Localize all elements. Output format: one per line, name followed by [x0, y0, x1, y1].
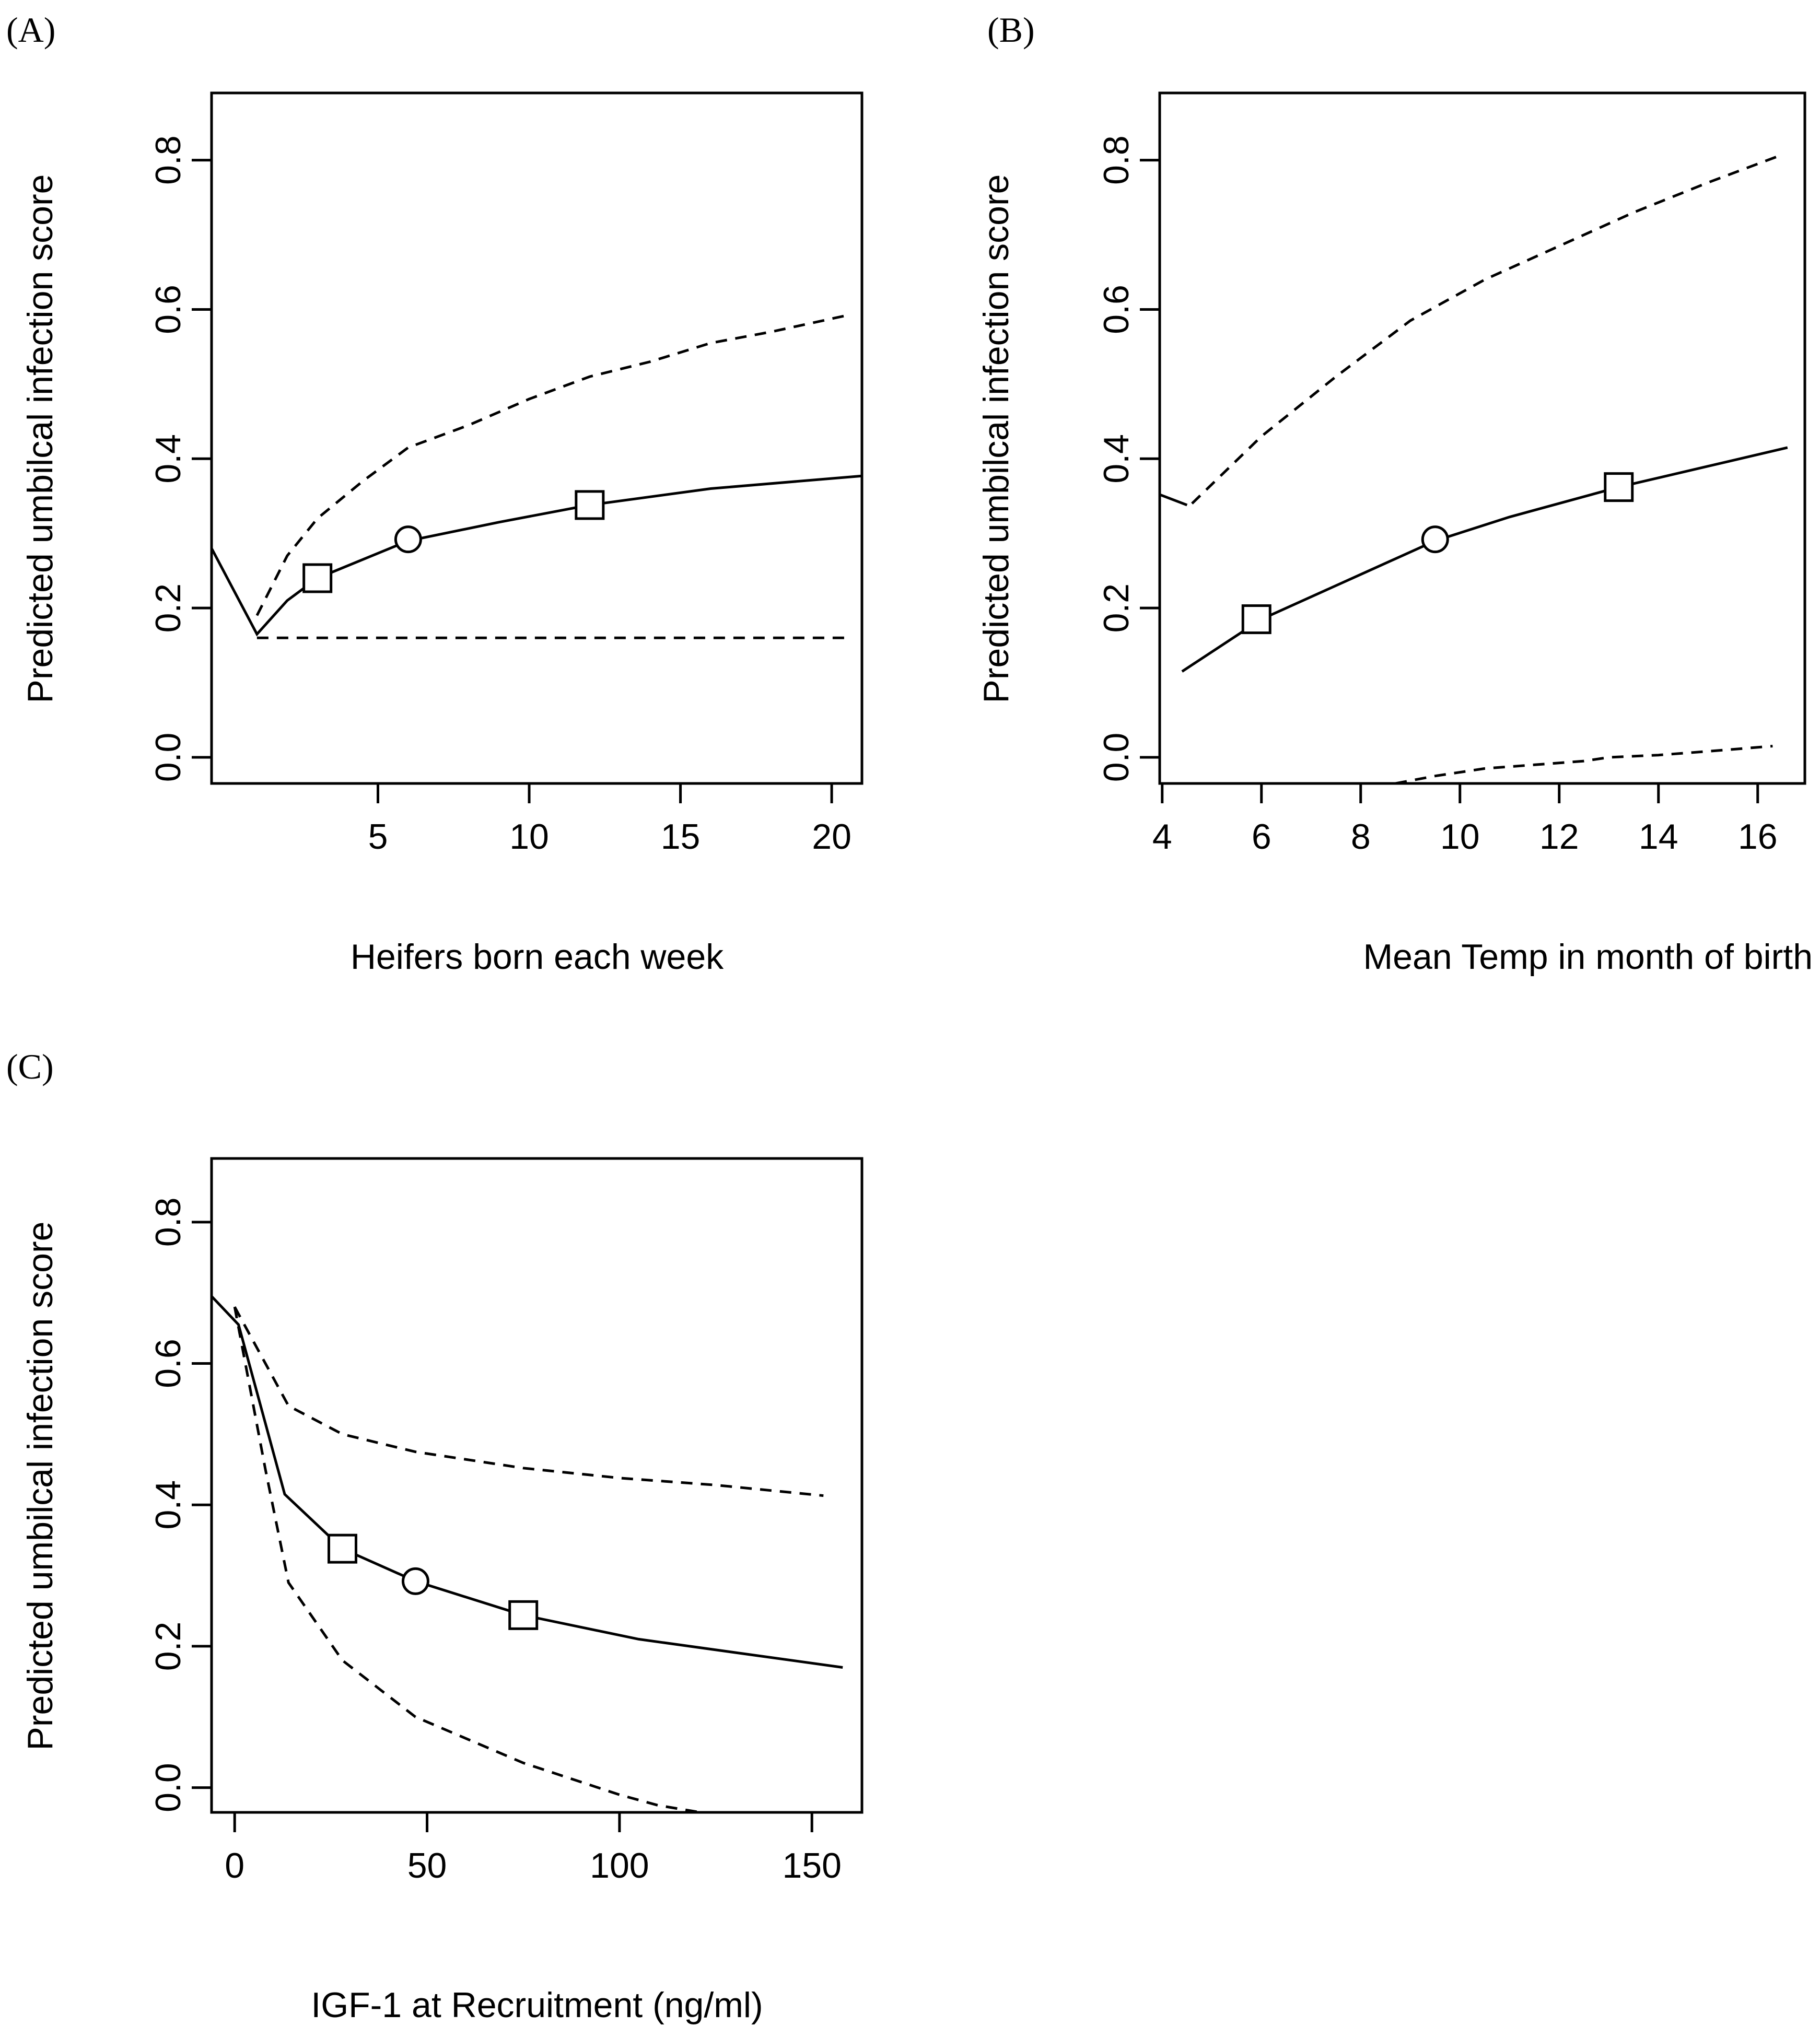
y-tick-label: 0.4 — [148, 1480, 188, 1530]
x-tick-label: 4 — [1152, 817, 1172, 857]
x-tick-label: 20 — [812, 817, 851, 857]
y-tick-label: 0.2 — [148, 1622, 188, 1671]
circle-marker — [401, 1567, 429, 1595]
x-tick-label: 8 — [1351, 817, 1371, 857]
x-tick-label: 16 — [1738, 817, 1778, 857]
y-tick-label: 0.4 — [1096, 434, 1136, 484]
x-tick-label: 6 — [1252, 817, 1271, 857]
panel-label: (C) — [6, 1047, 54, 1086]
prediction-line — [1181, 446, 1788, 673]
confidence-bound-line — [255, 314, 847, 616]
y-axis-title: Predicted umbilcal infection score — [20, 174, 60, 704]
y-tick-label: 0.2 — [148, 583, 188, 633]
confidence-bound-line — [233, 1306, 701, 1812]
y-tick-label: 0.4 — [148, 434, 188, 484]
x-tick-label: 14 — [1639, 817, 1678, 857]
panel-c: (C) 0.0 0.2 0.4 0.6 0.8 0 50 100 150 IGF-1 at Recr… — [6, 1047, 864, 2025]
y-tick-label: 0.6 — [148, 285, 188, 334]
circle-marker — [394, 525, 422, 554]
confidence-bound-line — [234, 1306, 824, 1497]
x-tick-label: 0 — [225, 1846, 244, 1886]
x-tick-label: 150 — [782, 1846, 841, 1886]
x-tick-label: 10 — [509, 817, 549, 857]
square-marker — [1241, 604, 1271, 635]
y-axis-title: Predicted umbilcal infection score — [20, 1222, 60, 1751]
panel-a: (A) 0.0 0.2 0.4 0.6 0.8 5 10 15 20 Heifers born ea… — [6, 10, 864, 977]
series-group — [1160, 155, 1788, 783]
prediction-line — [212, 474, 862, 637]
square-marker — [575, 490, 605, 520]
series-group — [212, 1295, 843, 1812]
x-tick-label: 50 — [407, 1846, 447, 1886]
x-tick-label: 15 — [661, 817, 701, 857]
y-tick-label: 0.0 — [148, 733, 188, 782]
square-marker — [508, 1600, 539, 1630]
panel-label: (A) — [6, 10, 55, 50]
confidence-bound-line — [1191, 155, 1778, 505]
y-tick-label: 0.8 — [148, 1198, 188, 1247]
plot-frame — [1158, 91, 1806, 785]
y-tick-label: 0.0 — [148, 1763, 188, 1812]
y-tick-label: 0.8 — [148, 135, 188, 185]
circle-marker — [1421, 525, 1449, 554]
y-tick-label: 0.2 — [1096, 583, 1136, 633]
panel-label: (B) — [987, 10, 1035, 50]
y-tick-label: 0.6 — [148, 1339, 188, 1388]
y-tick-label: 0.0 — [1096, 733, 1136, 782]
prediction-line — [1160, 493, 1188, 507]
plot-frame — [210, 1157, 864, 1814]
confidence-bound-line — [1395, 745, 1773, 783]
square-marker — [302, 563, 333, 593]
x-tick-label: 10 — [1440, 817, 1480, 857]
square-marker — [1604, 472, 1634, 502]
x-axis-title: IGF-1 at Recruitment (ng/ml) — [311, 1985, 763, 2025]
x-tick-label: 5 — [368, 817, 388, 857]
x-tick-label: 100 — [590, 1846, 649, 1886]
panel-b: (B) 0.0 0.2 0.4 0.6 0.8 4 6 8 10 12 14 16 Mean Temp i… — [976, 10, 1820, 977]
y-axis-title: Predicted umbilcal infection score — [976, 174, 1016, 704]
y-tick-label: 0.8 — [1096, 135, 1136, 185]
x-axis-title: Heifers born each week — [351, 937, 724, 977]
plot-frame — [210, 91, 864, 785]
x-axis-title: Mean Temp in month of birth (°C) — [1363, 937, 1820, 977]
prediction-line — [212, 1295, 843, 1669]
x-tick-label: 12 — [1539, 817, 1579, 857]
square-marker — [327, 1533, 357, 1564]
y-tick-label: 0.6 — [1096, 285, 1136, 334]
